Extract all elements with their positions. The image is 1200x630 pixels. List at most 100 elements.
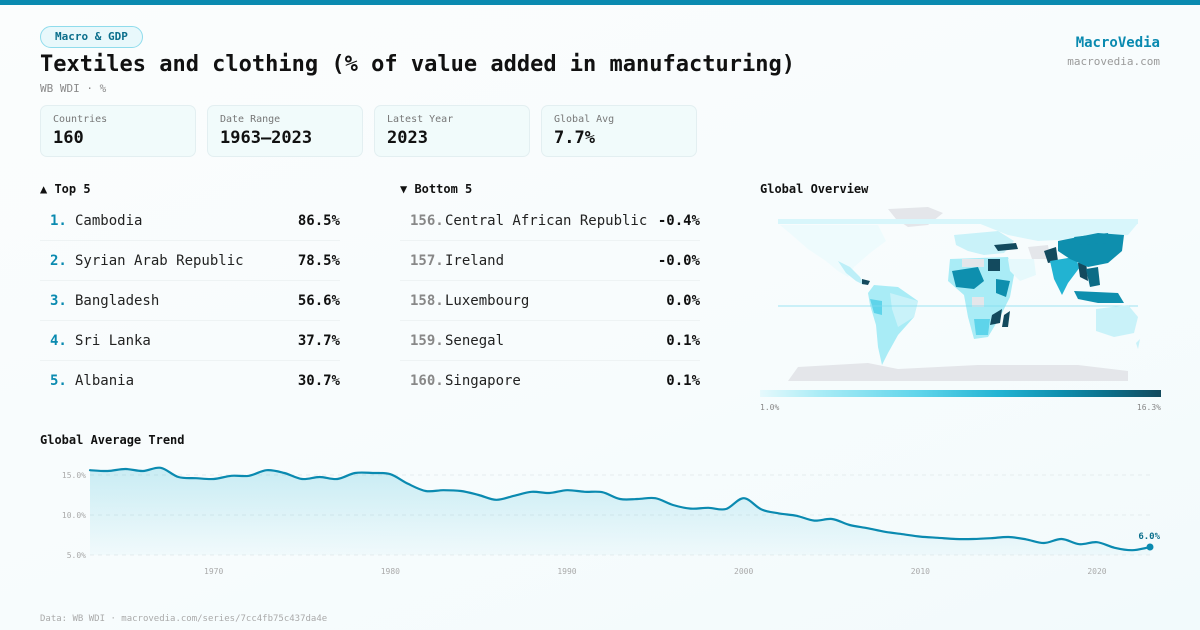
data-point-2018[interactable] [1060,537,1064,541]
map-region-iran-nodata[interactable] [1028,245,1050,259]
data-point-2021[interactable] [1113,546,1117,550]
map-region-pakistan[interactable] [1044,247,1058,263]
data-point-1975[interactable] [300,477,304,481]
latest-point-marker[interactable] [1146,543,1154,551]
data-point-1997[interactable] [689,507,693,511]
data-point-1989[interactable] [547,491,551,495]
trend-line[interactable] [88,466,1152,552]
data-point-1969[interactable] [194,476,198,480]
map-region-antarctica[interactable] [788,363,1128,381]
map-region-egypt[interactable] [988,259,1000,271]
map-region-west-africa[interactable] [952,267,984,289]
list-item[interactable]: 1. Cambodia 86.5% [40,201,340,241]
list-item[interactable]: 158. Luxembourg 0.0% [400,281,700,321]
data-point-1982[interactable] [424,489,428,493]
data-point-2009[interactable] [901,532,905,536]
data-point-1968[interactable] [176,475,180,479]
map-region-mongolia[interactable] [1074,233,1110,245]
data-point-1987[interactable] [512,494,516,498]
data-point-2015[interactable] [1007,535,1011,539]
data-point-2007[interactable] [865,526,869,530]
map-region-turkey[interactable] [994,243,1018,251]
data-point-2019[interactable] [1077,542,1081,546]
map-region-madagascar[interactable] [1002,311,1010,327]
data-point-1996[interactable] [671,503,675,507]
data-point-1979[interactable] [371,471,375,475]
data-point-1988[interactable] [530,490,534,494]
map-region-central-africa-nodata[interactable] [972,297,984,307]
map-region-mozambique[interactable] [990,309,1002,325]
list-item[interactable]: 160. Singapore 0.1% [400,361,700,401]
data-point-1994[interactable] [636,497,640,501]
data-point-1965[interactable] [123,467,127,471]
data-point-2016[interactable] [1024,537,1028,541]
map-region-europe[interactable] [954,231,1014,255]
map-region-brazil[interactable] [890,293,918,327]
data-point-2010[interactable] [918,535,922,539]
data-point-1970[interactable] [212,477,216,481]
data-point-1985[interactable] [477,493,481,497]
data-point-2011[interactable] [936,536,940,540]
data-point-1990[interactable] [565,488,569,492]
data-point-1992[interactable] [600,490,604,494]
list-item[interactable]: 3. Bangladesh 56.6% [40,281,340,321]
data-point-2005[interactable] [830,517,834,521]
data-point-1984[interactable] [459,489,463,493]
data-point-1963[interactable] [88,468,92,472]
data-point-1978[interactable] [353,471,357,475]
list-item[interactable]: 4. Sri Lanka 37.7% [40,321,340,361]
global-average-trend-chart[interactable]: 5.0% 10.0% 15.0% 1970 1980 1990 2000 2010 2020 6… [0,450,1200,580]
map-region-indonesia[interactable] [1074,291,1124,303]
data-point-2000[interactable] [742,496,746,500]
map-region-australia[interactable] [1096,305,1138,337]
map-region-honduras[interactable] [862,279,870,285]
data-point-2008[interactable] [883,530,887,534]
data-point-1980[interactable] [388,472,392,476]
category-pill[interactable]: Macro & GDP [40,26,143,48]
map-region-north-america[interactable] [780,225,886,277]
data-point-2006[interactable] [848,523,852,527]
data-point-1993[interactable] [618,497,622,501]
map-region-central-america[interactable] [838,261,864,285]
data-point-2022[interactable] [1130,548,1134,552]
map-region-india[interactable] [1050,257,1080,295]
data-point-1998[interactable] [706,506,710,510]
map-region-arabia[interactable] [1008,259,1036,281]
list-item[interactable]: 157. Ireland -0.0% [400,241,700,281]
data-point-1966[interactable] [141,469,145,473]
map-region-peru[interactable] [870,299,882,315]
data-point-2012[interactable] [954,537,958,541]
data-point-1983[interactable] [441,488,445,492]
map-region-east-africa[interactable] [996,279,1010,297]
brand-url[interactable]: macrovedia.com [1067,55,1160,68]
data-point-1986[interactable] [494,498,498,502]
data-point-2014[interactable] [989,536,993,540]
data-point-2013[interactable] [971,537,975,541]
data-point-1977[interactable] [335,477,339,481]
data-point-1976[interactable] [318,475,322,479]
list-item[interactable]: 159. Senegal 0.1% [400,321,700,361]
data-point-1981[interactable] [406,482,410,486]
list-item[interactable]: 2. Syrian Arab Republic 78.5% [40,241,340,281]
data-point-1964[interactable] [106,469,110,473]
data-point-2001[interactable] [759,507,763,511]
data-point-1971[interactable] [229,474,233,478]
data-point-2002[interactable] [777,511,781,515]
data-point-2004[interactable] [812,519,816,523]
data-point-2020[interactable] [1095,540,1099,544]
list-item[interactable]: 156. Central African Republic -0.4% [400,201,700,241]
data-point-1999[interactable] [724,507,728,511]
list-item[interactable]: 5. Albania 30.7% [40,361,340,401]
data-point-1974[interactable] [282,471,286,475]
data-point-1972[interactable] [247,474,251,478]
map-region-southern-africa[interactable] [974,319,990,335]
data-point-1991[interactable] [583,490,587,494]
map-region-se-asia[interactable] [1086,267,1100,287]
map-region-myanmar[interactable] [1078,261,1088,281]
world-choropleth-map[interactable] [778,205,1140,385]
map-region-new-zealand[interactable] [1136,339,1140,349]
map-region-sahara-nodata[interactable] [962,259,984,267]
data-point-2003[interactable] [795,514,799,518]
data-point-1973[interactable] [265,468,269,472]
brand-logo[interactable]: MacroVedia [1075,35,1160,51]
